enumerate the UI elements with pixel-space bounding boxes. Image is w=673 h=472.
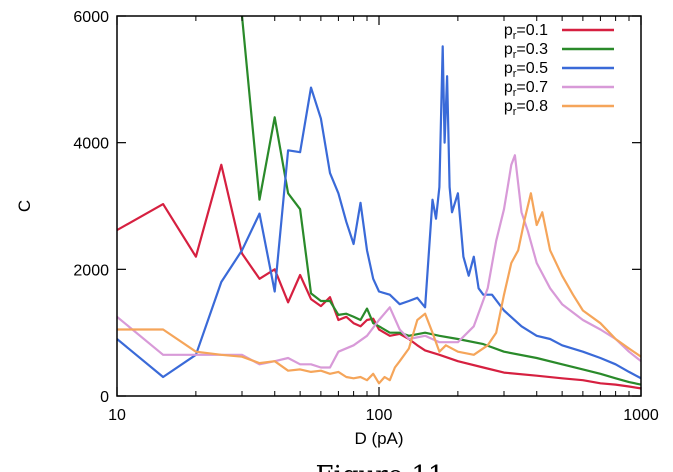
- x-tick-label: 10: [108, 407, 126, 424]
- series-line-5: [117, 192, 641, 385]
- legend-label-3: pr=0.5: [504, 60, 548, 80]
- legend-label-4: pr=0.7: [504, 79, 548, 99]
- x-axis-label: D (pA): [354, 429, 403, 448]
- y-tick-label: 4000: [73, 136, 109, 153]
- y-tick-label: 2000: [73, 262, 109, 279]
- series-layer: [117, 16, 641, 390]
- series-line-2: [240, 16, 641, 386]
- y-axis-label: C: [15, 200, 34, 212]
- figure-caption: Figure 11: [316, 461, 445, 472]
- y-tick-label: 0: [100, 389, 109, 406]
- x-tick-label: 1000: [623, 407, 659, 424]
- legend: pr=0.1pr=0.3pr=0.5pr=0.7pr=0.8: [504, 22, 614, 118]
- legend-label-2: pr=0.3: [504, 41, 548, 61]
- y-tick-label: 6000: [73, 9, 109, 26]
- series-line-4: [117, 154, 641, 369]
- series-line-3: [117, 45, 641, 380]
- ticks-layer: 10 100 1000 0 2000 4000 6000: [73, 9, 658, 424]
- x-tick-label: 100: [366, 407, 393, 424]
- plot-frame: [116, 15, 642, 397]
- series-line-1: [117, 163, 641, 390]
- legend-label-1: pr=0.1: [504, 22, 548, 42]
- legend-label-5: pr=0.8: [504, 98, 548, 118]
